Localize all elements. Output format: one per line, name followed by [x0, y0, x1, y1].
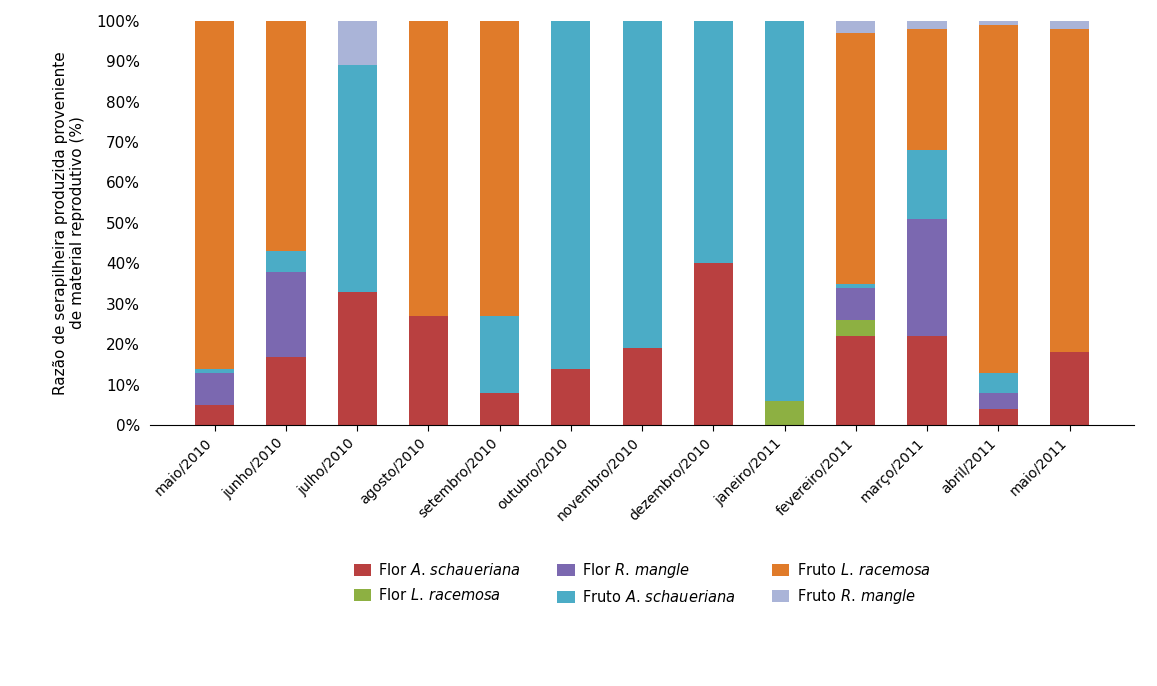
Bar [837, 320, 876, 336]
Y-axis label: Razão de serapilheira produzida proveniente
de material reprodutivo (%): Razão de serapilheira produzida provenie… [53, 51, 86, 395]
Bar [765, 21, 804, 401]
Bar [338, 21, 377, 65]
Bar [979, 25, 1018, 372]
Bar [480, 393, 519, 425]
Bar [480, 21, 519, 316]
Bar [979, 393, 1018, 409]
Bar [266, 357, 305, 425]
Bar [1049, 29, 1089, 353]
Bar [196, 21, 235, 368]
Bar [837, 287, 876, 320]
Bar [408, 21, 448, 316]
Bar [907, 21, 946, 29]
Bar [480, 316, 519, 393]
Bar [837, 21, 876, 33]
Bar [196, 368, 235, 372]
Bar [694, 21, 734, 263]
Bar [551, 21, 590, 368]
Bar [837, 336, 876, 425]
Bar [907, 29, 946, 150]
Bar [338, 292, 377, 425]
Bar [266, 272, 305, 357]
Bar [1049, 353, 1089, 425]
Bar [266, 251, 305, 272]
Legend: Flor $\it{A.\,schaueriana}$, Flor $\it{L.\,racemosa}$, Flor $\it{R.\,mangle}$, F: Flor $\it{A.\,schaueriana}$, Flor $\it{L… [346, 554, 938, 613]
Bar [551, 368, 590, 425]
Bar [979, 372, 1018, 393]
Bar [907, 219, 946, 336]
Bar [979, 409, 1018, 425]
Bar [837, 284, 876, 287]
Bar [765, 401, 804, 425]
Bar [622, 21, 662, 348]
Bar [907, 336, 946, 425]
Bar [907, 150, 946, 219]
Bar [266, 21, 305, 251]
Bar [196, 405, 235, 425]
Bar [408, 316, 448, 425]
Bar [979, 21, 1018, 25]
Bar [338, 65, 377, 292]
Bar [837, 33, 876, 284]
Bar [694, 263, 734, 425]
Bar [622, 348, 662, 425]
Bar [1049, 21, 1089, 29]
Bar [196, 372, 235, 405]
